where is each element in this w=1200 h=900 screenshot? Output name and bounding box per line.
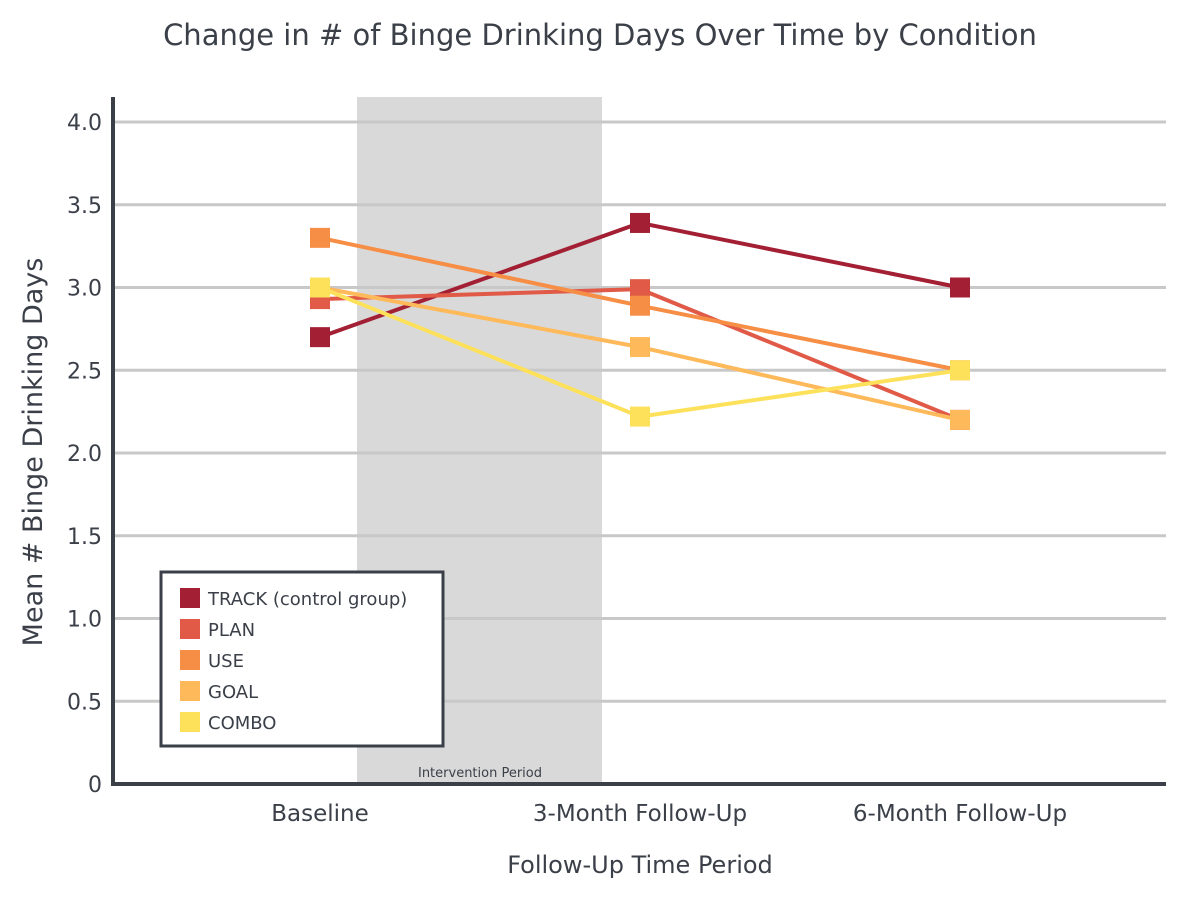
data-point-plan [630, 279, 650, 300]
legend-box [159, 570, 445, 748]
data-point-track-control-group [310, 327, 330, 348]
y-tick-label: 3.0 [67, 277, 102, 302]
y-tick-label: 3.5 [67, 194, 102, 219]
y-tick-label: 2.5 [67, 359, 102, 384]
legend-swatch [180, 588, 200, 608]
data-point-use [630, 295, 650, 316]
x-axis-title: Follow-Up Time Period [507, 851, 773, 879]
y-tick-label: 1.0 [67, 608, 102, 633]
legend-swatch [180, 712, 200, 732]
series [310, 212, 970, 430]
data-point-track-control-group [630, 212, 650, 233]
data-point-goal [630, 337, 650, 358]
x-tick-label: 6-Month Follow-Up [853, 801, 1067, 827]
data-point-combo [310, 277, 330, 298]
data-point-combo [950, 360, 970, 381]
legend-swatch [180, 619, 200, 639]
legend-label: GOAL [208, 682, 258, 703]
chart-title: Change in # of Binge Drinking Days Over … [163, 18, 1037, 52]
y-tick-label: 1.5 [67, 525, 102, 550]
legend-label: TRACK (control group) [207, 589, 407, 610]
x-tick-label: 3-Month Follow-Up [533, 801, 747, 827]
legend-label: COMBO [208, 713, 276, 734]
gridlines: 0 0.5 1.0 1.5 2.0 2.5 3.0 3.5 4.0 [67, 111, 1166, 798]
x-tick-label: Baseline [271, 801, 369, 827]
data-point-goal [950, 409, 970, 430]
legend-label: USE [208, 651, 244, 672]
axes: Baseline 3-Month Follow-Up 6-Month Follow-… [111, 97, 1166, 827]
legend-label: PLAN [208, 620, 255, 641]
data-point-combo [630, 406, 650, 427]
data-point-track-control-group [950, 277, 970, 298]
y-axis-title: Mean # Binge Drinking Days [18, 258, 49, 647]
legend: TRACK (control group) PLAN USE GOAL COMBO [159, 570, 445, 748]
y-tick-label: 0.5 [67, 690, 102, 715]
y-tick-label: 4.0 [67, 111, 102, 136]
legend-swatch [180, 650, 200, 670]
y-tick-label: 2.0 [67, 442, 102, 467]
intervention-band-label: Intervention Period [418, 766, 542, 781]
legend-swatch [180, 681, 200, 701]
data-point-use [310, 227, 330, 248]
y-tick-label: 0 [88, 773, 102, 798]
